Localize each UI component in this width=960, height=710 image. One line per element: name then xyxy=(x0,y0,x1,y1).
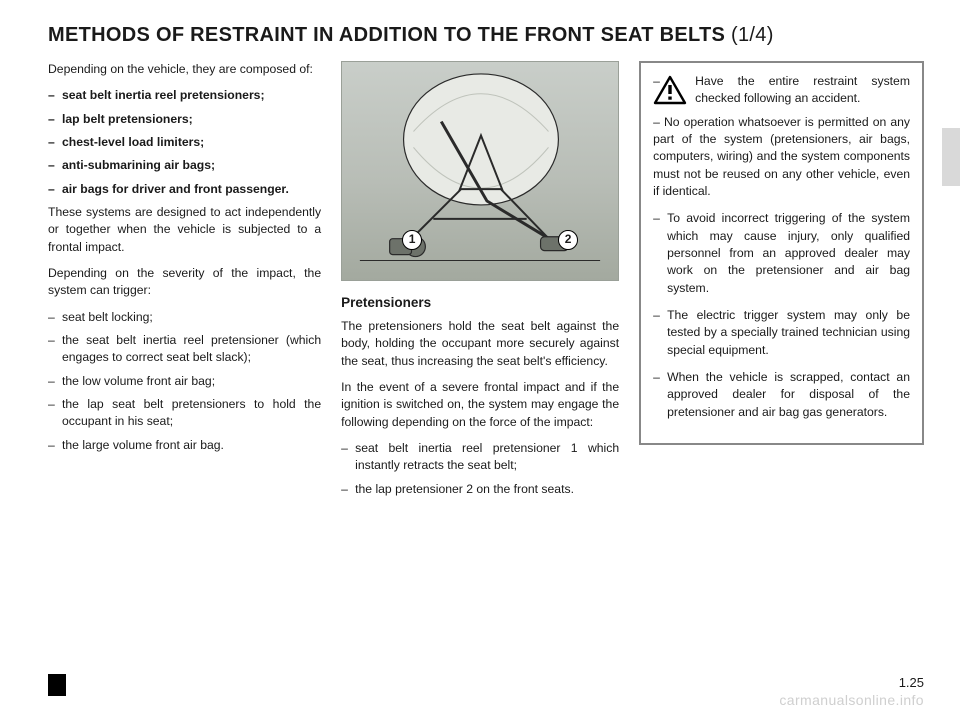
title-pager: (1/4) xyxy=(731,24,774,46)
column-middle: 1 2 Pretensioners The pretensioners hold… xyxy=(341,61,619,504)
pretensioners-heading: Pretensioners xyxy=(341,293,619,312)
pretensioners-list: seat belt inertia reel pretensioner 1 wh… xyxy=(341,440,619,498)
severity-text: Depending on the severity of the impact,… xyxy=(48,265,321,300)
list-item: seat belt locking; xyxy=(48,309,321,326)
pretensioners-p1: The pretensioners hold the seat belt aga… xyxy=(341,318,619,370)
list-item: chest-level load limiters; xyxy=(48,134,321,151)
list-item: seat belt inertia reel pretensioner 1 wh… xyxy=(341,440,619,475)
list-item: When the vehicle is scrapped, contact an… xyxy=(653,369,910,421)
thumb-index-mark xyxy=(48,674,66,696)
list-item: the low volume front air bag; xyxy=(48,373,321,390)
figure-svg xyxy=(342,62,618,280)
list-item: lap belt pretensioners; xyxy=(48,111,321,128)
intro-text: Depending on the vehicle, they are compo… xyxy=(48,61,321,78)
list-item: the lap seat belt pretensioners to hold … xyxy=(48,396,321,431)
trigger-list: seat belt locking; the seat belt inertia… xyxy=(48,309,321,454)
list-item: the large volume front air bag. xyxy=(48,437,321,454)
warn-first-sub: – No operation whatso­ever is permitted … xyxy=(653,114,910,201)
list-item: anti-submarining air bags; xyxy=(48,157,321,174)
page-number: 1.25 xyxy=(899,675,924,690)
title-main: METHODS OF RESTRAINT IN ADDITION TO THE … xyxy=(48,24,725,46)
column-left: Depending on the vehicle, they are compo… xyxy=(48,61,321,504)
list-item: The electric trigger system may only be … xyxy=(653,307,910,359)
figure-callout-2: 2 xyxy=(558,230,578,250)
list-item: the lap pretensioner 2 on the front seat… xyxy=(341,481,619,498)
section-tab xyxy=(942,128,960,186)
designed-text: These systems are designed to act in­dep… xyxy=(48,204,321,256)
content-columns: Depending on the vehicle, they are compo… xyxy=(48,61,924,504)
pretensioners-p2: In the event of a severe frontal impact … xyxy=(341,379,619,431)
warning-box: Have the entire restraint system checked… xyxy=(639,61,924,445)
list-item: air bags for driver and front pas­senger… xyxy=(48,181,321,198)
pretensioner-figure: 1 2 xyxy=(341,61,619,281)
manual-page: METHODS OF RESTRAINT IN ADDITION TO THE … xyxy=(0,0,960,710)
watermark: carmanualsonline.info xyxy=(779,692,924,708)
list-item: To avoid incorrect triggering of the sys… xyxy=(653,210,910,297)
list-item: Have the entire restraint system checked… xyxy=(653,73,910,200)
list-item: seat belt inertia reel pretension­ers; xyxy=(48,87,321,104)
page-title: METHODS OF RESTRAINT IN ADDITION TO THE … xyxy=(48,24,924,47)
column-right: Have the entire restraint system checked… xyxy=(639,61,924,504)
warning-list: Have the entire restraint system checked… xyxy=(653,73,910,421)
component-list: seat belt inertia reel pretension­ers; l… xyxy=(48,87,321,198)
list-item: the seat belt inertia reel pretensioner … xyxy=(48,332,321,367)
warn-first-main: Have the entire restraint system checked… xyxy=(695,74,910,105)
figure-callout-1: 1 xyxy=(402,230,422,250)
